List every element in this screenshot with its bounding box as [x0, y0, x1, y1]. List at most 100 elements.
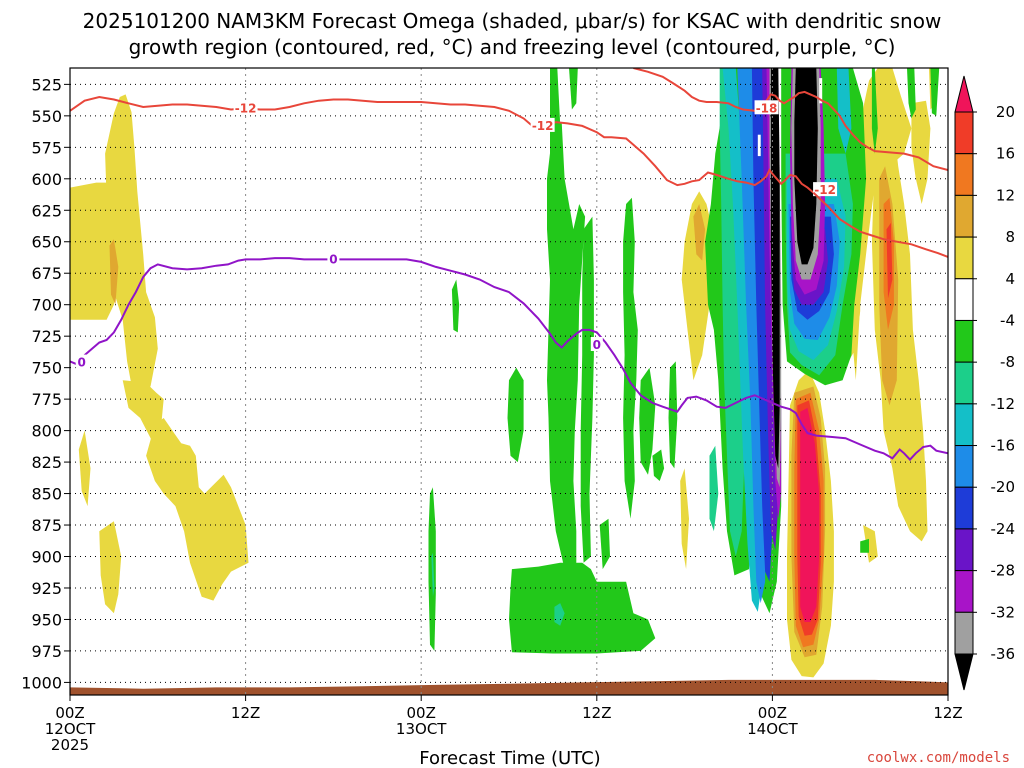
- ytick-label-650: 650: [31, 233, 62, 252]
- freezing-level-label-2: 0: [593, 338, 601, 352]
- dgz-label-bg-1: [530, 117, 555, 132]
- dgz-label-bg-3: [754, 100, 779, 115]
- ytick-label-725: 725: [31, 327, 62, 346]
- chart-title-line-1: 2025101200 NAM3KM Forecast Omega (shaded…: [83, 9, 942, 33]
- colorbar-label-11: -28: [991, 562, 1016, 580]
- freezing-level-label-0: 0: [78, 356, 86, 370]
- omega-region-5: [146, 418, 249, 601]
- omega-region-4: [99, 521, 122, 614]
- ytick-label-800: 800: [31, 422, 62, 441]
- colorbar-label-1: 16: [996, 145, 1015, 163]
- colorbar-band-2: [954, 153, 974, 196]
- freezing-level-line: [70, 257, 948, 462]
- omega-region-7: [680, 468, 689, 570]
- omega-region-37: [668, 361, 678, 469]
- omega-region-16: [109, 239, 119, 305]
- xtick-label-0-2: 2025: [51, 736, 89, 754]
- colorbar-band-12: [954, 570, 974, 613]
- x-axis-label: Forecast Time (UTC): [419, 748, 600, 768]
- colorbar-band-10: [954, 486, 974, 530]
- xtick-label-0-1: 12OCT: [45, 720, 96, 738]
- colorbar-label-7: -12: [991, 395, 1016, 413]
- colorbar-band-11: [954, 528, 974, 572]
- freezing-level-label-1: 0: [329, 252, 337, 266]
- ytick-label-975: 975: [31, 642, 62, 661]
- credit-text: coolwx.com/models: [867, 750, 1010, 766]
- ytick-label-775: 775: [31, 390, 62, 409]
- ytick-label-875: 875: [31, 516, 62, 535]
- colorbar-band-4: [954, 236, 974, 280]
- colorbar-bottom-triangle: [954, 653, 974, 691]
- omega-region-55: [751, 68, 773, 582]
- omega-region-52: [836, 68, 852, 154]
- omega-region-29: [507, 367, 524, 463]
- dgz-label-bg-0: [233, 100, 258, 115]
- omega-region-24: [800, 407, 820, 622]
- omega-region-33: [599, 518, 610, 570]
- omega-region-26: [569, 68, 578, 110]
- ytick-label-700: 700: [31, 296, 62, 315]
- colorbar-band-3: [954, 194, 974, 238]
- omega-region-17: [693, 204, 706, 261]
- freezing-label-bg-0: [75, 354, 88, 369]
- colorbar-band-7: [954, 361, 974, 405]
- dgz-contour-4: [812, 191, 948, 258]
- omega-region-66: [819, 78, 823, 104]
- dgz-contour-label-2: -12: [814, 183, 836, 197]
- y-axis-ticks: 525 550 575 600 625 650 675 700 725 750 775 800 825 8…: [21, 75, 70, 692]
- omega-region-46: [431, 552, 435, 597]
- colorbar-label-5: -4: [1000, 311, 1015, 329]
- colorbar: 20 16 12 8 4 -4 -8 -12 -16 -20 -24 -28 -32 -36: [954, 75, 1016, 691]
- omega-region-28: [580, 216, 594, 563]
- xtick-label-0-0: 00Z: [55, 704, 84, 722]
- omega-region-34: [623, 197, 638, 519]
- colorbar-label-10: -24: [991, 520, 1016, 538]
- omega-region-53: [737, 68, 767, 604]
- xtick-label-4-1: 14OCT: [747, 720, 798, 738]
- omega-region-27: [547, 122, 586, 570]
- omega-region-42: [907, 68, 916, 119]
- colorbar-top-triangle: [954, 75, 974, 113]
- xtick-label-5-0: 12Z: [933, 704, 962, 722]
- colorbar-label-4: 4: [1005, 270, 1015, 288]
- omega-region-41: [871, 68, 878, 154]
- xtick-label-4-0: 00Z: [758, 704, 787, 722]
- omega-region-47: [709, 445, 719, 532]
- freezing-label-bg-2: [590, 336, 603, 351]
- omega-region-63: [770, 68, 780, 469]
- grid-layer: [70, 68, 948, 695]
- colorbar-label-3: 8: [1005, 228, 1015, 246]
- omega-region-13: [911, 100, 931, 204]
- omega-region-2: [122, 380, 164, 441]
- omega-region-65: [757, 134, 761, 157]
- ytick-label-1000: 1000: [21, 673, 62, 692]
- colorbar-band-5: [954, 278, 974, 321]
- terrain-layer: [70, 679, 948, 695]
- omega-region-50: [722, 68, 763, 612]
- colorbar-label-13: -36: [991, 645, 1016, 663]
- ytick-label-575: 575: [31, 138, 62, 157]
- dgz-contour-label-1: -12: [532, 119, 554, 133]
- omega-region-44: [860, 538, 869, 553]
- ytick-label-625: 625: [31, 201, 62, 220]
- omega-shading-layer: [70, 68, 940, 678]
- dgz-contour-label-0: -12: [235, 101, 257, 115]
- ytick-label-950: 950: [31, 610, 62, 629]
- colorbar-label-12: -32: [991, 603, 1016, 621]
- omega-region-64: [794, 68, 818, 265]
- dgz-label-bg-2: [813, 182, 838, 197]
- omega-region-35: [639, 367, 656, 475]
- dendritic-growth-contours: -12 -12 -12 -18: [70, 68, 948, 258]
- colorbar-label-8: -16: [991, 437, 1016, 455]
- colorbar-band-6: [954, 319, 974, 363]
- xtick-label-3-0: 12Z: [582, 704, 611, 722]
- omega-region-3: [78, 430, 91, 507]
- colorbar-band-9: [954, 445, 974, 488]
- ytick-label-525: 525: [31, 75, 62, 94]
- axes-frame: [69, 67, 949, 696]
- omega-region-36: [652, 449, 665, 481]
- ytick-label-550: 550: [31, 107, 62, 126]
- dgz-contour-label-3: -18: [756, 101, 778, 115]
- colorbar-label-2: 12: [996, 186, 1015, 204]
- dgz-contour-3: [633, 68, 948, 171]
